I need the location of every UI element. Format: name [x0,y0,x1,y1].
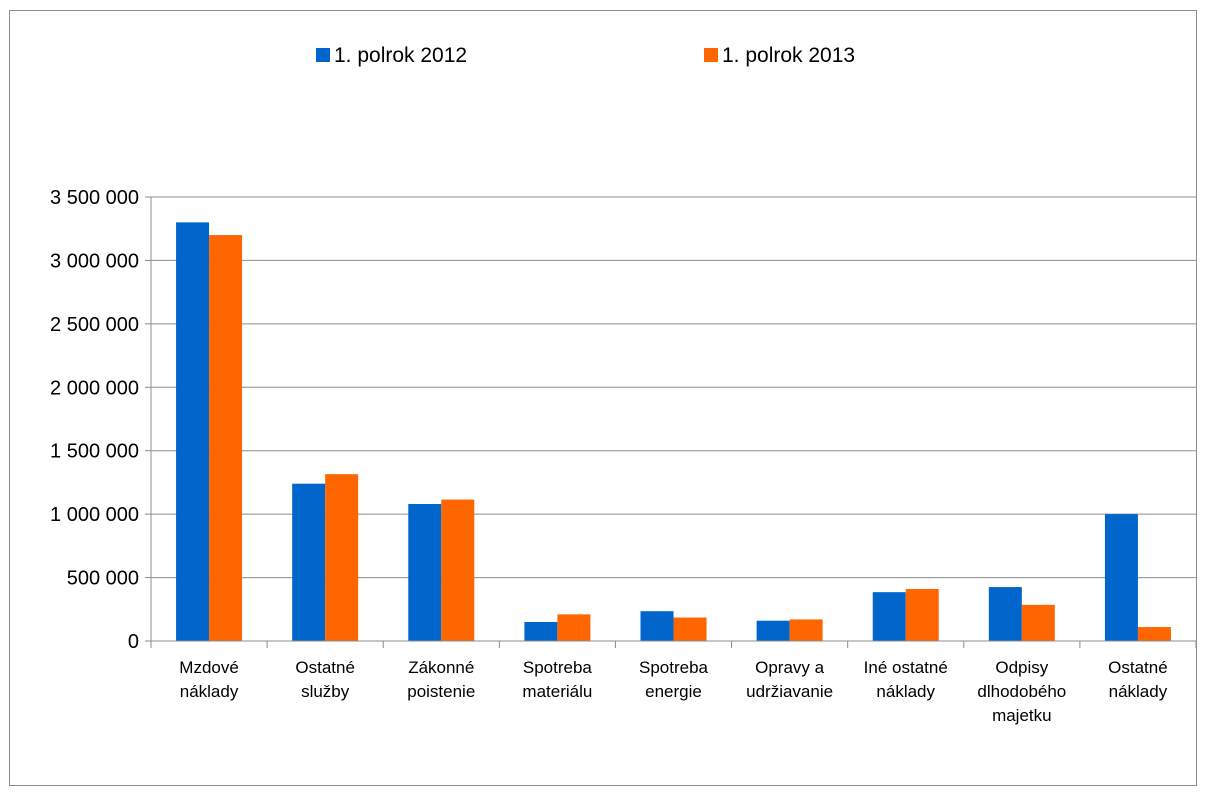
x-axis: Mzdové náklady Ostatné služby Zákonné poisten… [150,640,1197,725]
bar-2012 [176,222,210,641]
bar-2012 [524,621,558,641]
bar-2012 [408,503,442,641]
y-axis: 0 500 000 1 000 000 1 500 000 2 000 000 2 500… [50,187,152,653]
y-tick-label: 2 000 000 [50,377,139,399]
x-category-label: Ostatné [1108,658,1168,677]
y-tick-label: 500 000 [67,568,139,590]
x-category-label: náklady [1109,682,1168,701]
legend-label: 1. polrok 2013 [722,44,855,67]
legend-label: 1. polrok 2012 [334,44,467,67]
bar-2013 [209,235,243,642]
bar-2012 [1104,514,1138,641]
y-tick-label: 1 500 000 [50,441,139,463]
bar-2012 [872,592,906,641]
x-category-label: Ostatné [295,658,355,677]
y-tick-label: 1 000 000 [50,504,139,526]
x-category-label: Zákonné [408,658,474,677]
x-category-label: materiálu [522,682,592,701]
y-tick-label: 3 500 000 [50,187,139,209]
y-tick-label: 0 [128,631,139,653]
x-category-label: Odpisy [995,658,1048,677]
bar-2012 [640,611,674,641]
x-category-label: majetku [992,706,1052,725]
bar-2012 [292,483,326,641]
x-category-label: energie [645,682,702,701]
x-category-label: Opravy a [755,658,825,677]
x-category-label: Mzdové [179,658,239,677]
legend: 1. polrok 2012 1. polrok 2013 [316,44,855,67]
y-tick-label: 3 000 000 [50,250,139,272]
legend-swatch [704,48,718,62]
bar-2013 [441,499,475,641]
bar-2013 [1137,627,1171,641]
x-category-label: náklady [876,682,935,701]
bar-2013 [557,614,591,641]
x-category-label: Iné ostatné [864,658,948,677]
y-tick-label: 2 500 000 [50,314,139,336]
bar-2013 [905,588,939,641]
x-category-label: Spotreba [639,658,709,677]
bar-2013 [1021,604,1055,641]
bar-2013 [325,474,359,641]
x-category-label: udržiavanie [746,682,833,701]
x-category-label: Spotreba [523,658,593,677]
x-category-label: dlhodobého [977,682,1066,701]
x-category-label: poistenie [407,682,475,701]
bars [176,222,1171,642]
bar-2012 [988,587,1022,641]
x-category-label: služby [301,682,350,701]
bar-2013 [673,617,707,641]
x-category-label: náklady [180,682,239,701]
bar-2012 [756,620,790,641]
legend-swatch [316,48,330,62]
bar-2013 [789,619,823,641]
